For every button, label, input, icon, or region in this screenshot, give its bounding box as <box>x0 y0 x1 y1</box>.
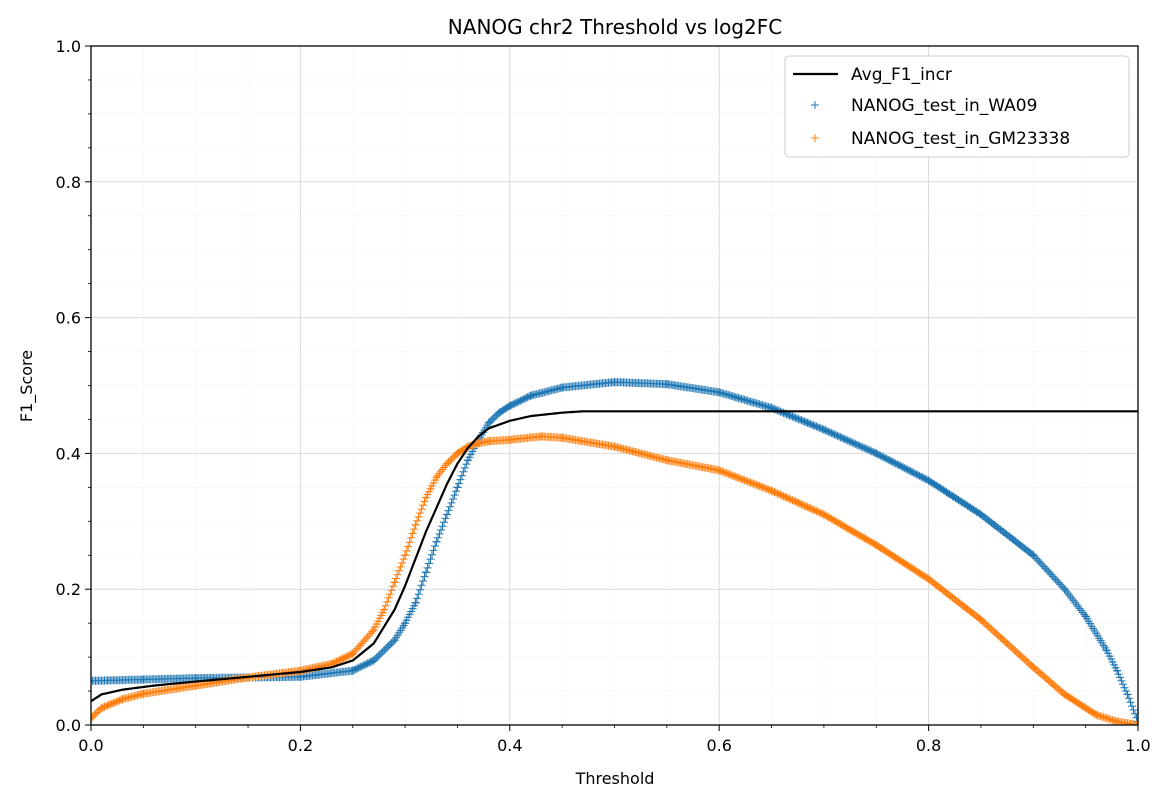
scatter-point <box>662 380 671 389</box>
x-tick-label: 1.0 <box>1125 736 1150 755</box>
scatter-point <box>453 449 462 458</box>
scatter-point <box>1060 690 1069 699</box>
scatter-point <box>411 520 420 529</box>
scatter-point <box>139 675 148 684</box>
scatter-point <box>139 689 148 698</box>
scatter-point <box>1060 585 1069 594</box>
series-layer <box>91 378 1138 725</box>
scatter-point <box>872 541 881 550</box>
scatter-point <box>474 439 483 448</box>
x-tick-label: 0.2 <box>288 736 313 755</box>
scatter-point <box>924 575 933 584</box>
scatter-point <box>91 676 95 685</box>
series-line <box>91 410 1138 703</box>
scatter-point <box>819 510 828 519</box>
scatter-point <box>662 456 671 465</box>
legend-label-avg: Avg_F1_incr <box>851 65 952 85</box>
x-axis-label: Threshold <box>575 769 655 788</box>
y-tick-label: 0.6 <box>56 309 81 328</box>
scatter-point <box>537 432 546 441</box>
scatter-point <box>422 568 431 577</box>
chart-title: NANOG chr2 Threshold vs log2FC <box>448 15 782 39</box>
scatter-point <box>97 704 106 713</box>
scatter-point <box>1029 663 1038 672</box>
y-tick-label: 0.8 <box>56 173 81 192</box>
scatter-point <box>390 636 399 645</box>
x-tick-label: 0.0 <box>78 736 103 755</box>
scatter-point <box>610 378 619 387</box>
x-tick-label: 0.8 <box>916 736 941 755</box>
legend-box <box>784 55 1130 158</box>
scatter-point <box>495 408 504 417</box>
scatter-point <box>924 476 933 485</box>
scatter-point <box>558 433 567 442</box>
scatter-point <box>484 418 493 427</box>
scatter-point <box>484 437 493 446</box>
scatter-point <box>558 383 567 392</box>
y-tick-label: 0.0 <box>56 716 81 735</box>
scatter-point <box>348 649 357 658</box>
scatter-band <box>91 378 1138 725</box>
y-tick-label: 0.4 <box>56 444 81 463</box>
scatter-point <box>976 510 985 519</box>
scatter-point <box>369 625 378 634</box>
scatter-point <box>819 425 828 434</box>
scatter-point <box>1123 690 1132 699</box>
scatter-point <box>453 483 462 492</box>
y-tick-label: 0.2 <box>56 580 81 599</box>
scatter-point <box>715 466 724 475</box>
scatter-point <box>422 493 431 502</box>
legend-marker-wa09 <box>811 101 819 109</box>
scatter-point <box>715 388 724 397</box>
scatter-point <box>1029 551 1038 560</box>
scatter-point <box>401 551 410 560</box>
scatter-point <box>91 714 95 723</box>
scatter-point <box>976 615 985 624</box>
scatter-point <box>369 656 378 665</box>
scatter-point <box>442 510 451 519</box>
scatter-point <box>1113 666 1122 675</box>
scatter-point <box>505 435 514 444</box>
scatter-point <box>401 619 410 628</box>
y-tick-label: 1.0 <box>56 37 81 56</box>
y-axis-label: F1_Score <box>17 350 37 422</box>
scatter-point <box>442 459 451 468</box>
legend-label-gm23338: NANOG_test_in_GM23338 <box>851 129 1070 149</box>
scatter-point <box>432 473 441 482</box>
scatter-point <box>380 605 389 614</box>
scatter-point <box>432 537 441 546</box>
scatter-point <box>463 456 472 465</box>
scatter-point <box>118 695 127 704</box>
scatter-band <box>91 432 1138 725</box>
scatter-point <box>1102 646 1111 655</box>
axis-ticks: 0.0 0.2 0.4 0.6 0.8 1.0 0.0 0.2 0.4 0.6 0.8 1.0 <box>56 37 1151 755</box>
legend: Avg_F1_incr NANOG_test_in_WA09 NANOG_tes… <box>784 55 1130 158</box>
scatter-point <box>348 666 357 675</box>
scatter-point <box>872 449 881 458</box>
scatter-point <box>1092 710 1101 719</box>
scatter-point <box>610 442 619 451</box>
scatter-point <box>526 391 535 400</box>
x-tick-label: 0.4 <box>497 736 522 755</box>
legend-marker-gm23338 <box>811 134 819 142</box>
legend-label-wa09: NANOG_test_in_WA09 <box>851 96 1037 116</box>
scatter-point <box>1113 717 1122 725</box>
series-NANOG_test_in_GM23338 <box>91 432 1138 725</box>
scatter-point <box>390 578 399 587</box>
series-Avg_F1_incr <box>91 410 1138 703</box>
scatter-point <box>505 401 514 410</box>
scatter-point <box>767 486 776 495</box>
x-tick-label: 0.6 <box>706 736 731 755</box>
scatter-point <box>1081 612 1090 621</box>
scatter-point <box>411 598 420 607</box>
scatter-point <box>191 681 200 690</box>
